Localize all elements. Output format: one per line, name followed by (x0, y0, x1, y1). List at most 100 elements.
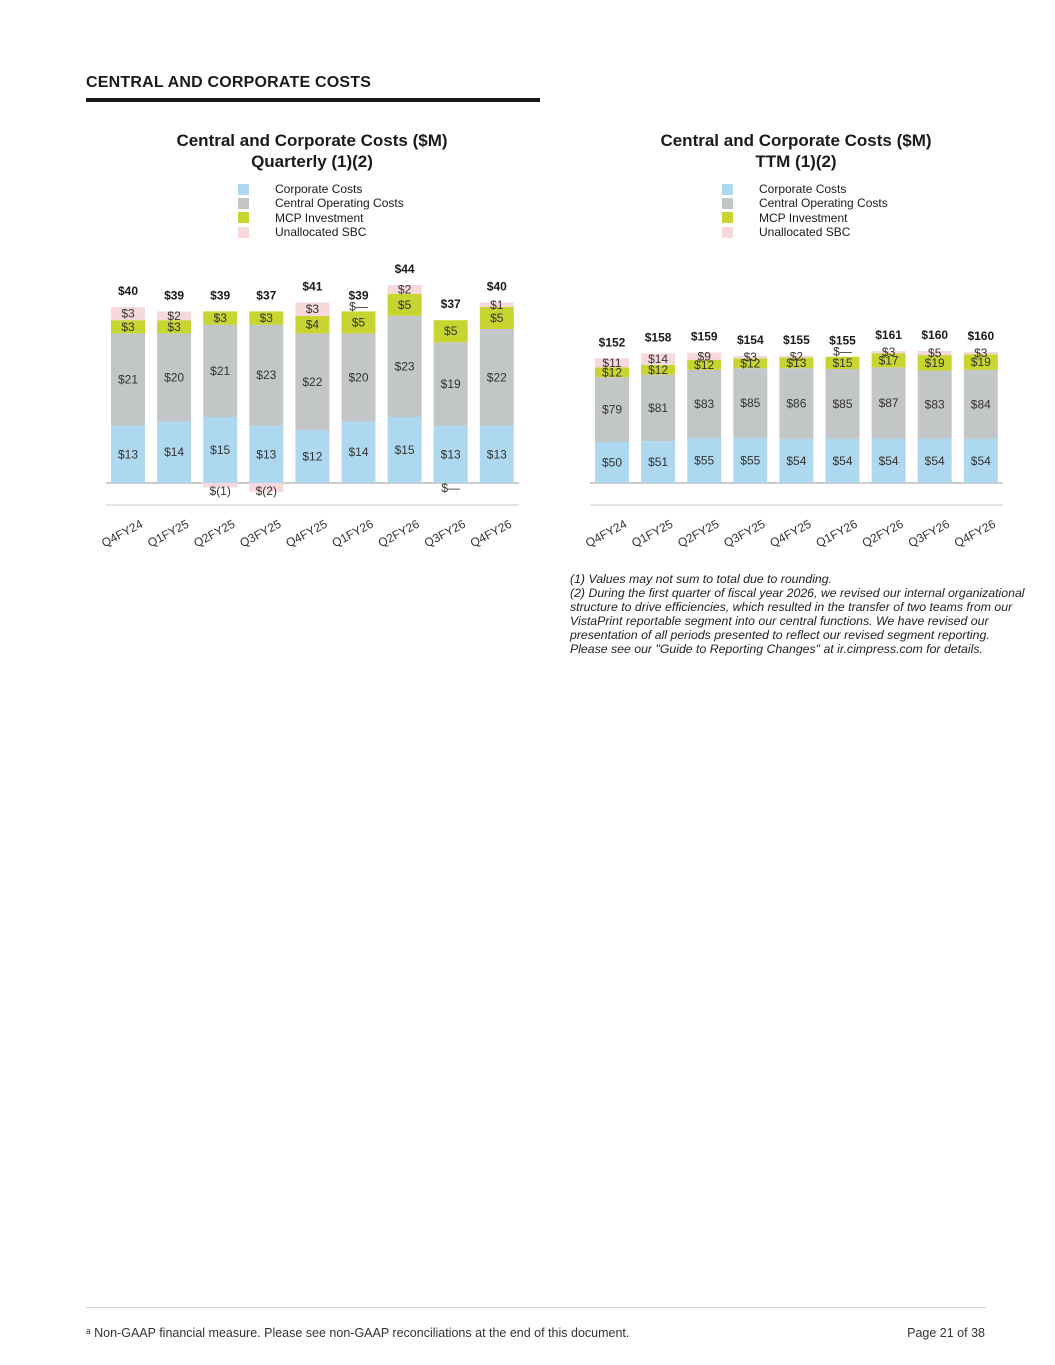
bar-mcp-Q3FY26 (433, 320, 468, 343)
ttm-chart-title: Central and Corporate Costs ($M) (660, 131, 932, 150)
bar-sbc-Q4FY24 (111, 307, 145, 321)
bar-central-Q4FY25 (779, 368, 814, 439)
bar-mcp-Q1FY25 (641, 364, 676, 375)
ttm-chart-legend: Corporate Costs Central Operating Costs … (722, 182, 888, 239)
value-label-central-Q2FY25: $21 (210, 364, 230, 378)
value-label-sbc-Q2FY26: $2 (398, 282, 412, 296)
value-label-sbc-Q4FY24: $11 (602, 356, 621, 370)
value-label-mcp-Q4FY24: $3 (121, 320, 135, 334)
value-label-mcp-Q1FY25: $3 (167, 320, 181, 334)
value-label-sbc-Q3FY26: $— (441, 481, 460, 495)
bar-central-Q1FY26 (825, 369, 860, 439)
footer-note: ᵃ Non-GAAP financial measure. Please see… (86, 1326, 630, 1340)
total-label-Q4FY25: $155 (783, 333, 810, 347)
value-label-sbc-Q1FY26: $— (349, 299, 368, 313)
bar-mcp-Q2FY26 (871, 353, 906, 368)
legend-item-corporate-costs: Corporate Costs (238, 182, 404, 196)
total-label-Q2FY25: $159 (691, 330, 718, 344)
value-label-central-Q1FY26: $20 (348, 370, 368, 384)
value-label-mcp-Q4FY25: $13 (786, 356, 806, 370)
value-label-mcp-Q1FY25: $12 (648, 363, 668, 377)
value-label-corporate-Q2FY26: $15 (395, 443, 415, 457)
value-label-corporate-Q4FY26: $54 (971, 454, 991, 468)
value-label-corporate-Q4FY24: $13 (118, 447, 138, 461)
total-label-Q4FY24: $152 (599, 335, 626, 349)
x-tick-label-Q2FY25: Q2FY25 (675, 517, 721, 550)
value-label-central-Q4FY25: $86 (786, 396, 806, 410)
total-label-Q1FY26: $39 (348, 288, 368, 302)
x-tick-label-Q3FY25: Q3FY25 (237, 517, 283, 550)
value-label-mcp-Q2FY26: $5 (398, 298, 412, 312)
total-label-Q3FY26: $160 (921, 328, 948, 342)
value-label-central-Q3FY25: $85 (740, 396, 760, 410)
bar-corporate-Q4FY24 (595, 442, 629, 483)
value-label-sbc-Q4FY25: $3 (306, 302, 320, 316)
footnote-2: (2) During the first quarter of fiscal y… (570, 586, 1025, 656)
value-label-central-Q2FY26: $23 (395, 359, 415, 373)
bar-corporate-Q4FY24 (111, 425, 145, 483)
bar-corporate-Q2FY25 (687, 437, 722, 483)
bar-central-Q2FY25 (687, 369, 722, 438)
bar-central-Q3FY25 (733, 368, 768, 438)
bar-mcp-Q2FY25 (203, 311, 238, 325)
bar-mcp-Q4FY25 (295, 315, 330, 334)
bar-corporate-Q1FY26 (825, 438, 860, 483)
x-tick-label-Q4FY25: Q4FY25 (768, 517, 814, 550)
legend-swatch-sbc (238, 226, 249, 238)
legend-item-unallocated-sbc: Unallocated SBC (722, 225, 888, 239)
bar-central-Q2FY26 (871, 367, 906, 439)
bar-sbc-Q3FY26 (917, 350, 952, 356)
value-label-sbc-Q2FY25: $(1) (210, 484, 231, 498)
footnote-1: (1) Values may not sum to total due to r… (570, 572, 833, 586)
bar-mcp-Q4FY24 (111, 320, 145, 334)
value-label-corporate-Q3FY25: $55 (740, 453, 760, 467)
x-tick-label-Q4FY26: Q4FY26 (952, 517, 998, 550)
bar-central-Q1FY26 (341, 333, 376, 422)
legend-label-mcp-investment: MCP Investment (759, 210, 848, 225)
bar-mcp-Q1FY25 (157, 320, 192, 334)
value-label-corporate-Q3FY25: $13 (256, 447, 276, 461)
ttm-chart-subtitle: TTM (1)(2) (755, 152, 837, 171)
value-label-central-Q2FY25: $83 (694, 397, 714, 411)
bar-sbc-Q2FY26 (871, 350, 906, 354)
value-label-central-Q3FY26: $19 (441, 377, 461, 391)
x-tick-label-Q2FY25: Q2FY25 (191, 517, 237, 550)
x-tick-label-Q1FY25: Q1FY25 (629, 517, 675, 550)
bar-central-Q2FY25 (203, 324, 238, 417)
bar-central-Q4FY26 (963, 369, 998, 439)
value-label-mcp-Q2FY25: $12 (694, 358, 714, 372)
value-label-corporate-Q2FY26: $54 (879, 454, 899, 468)
value-label-central-Q4FY26: $22 (487, 370, 507, 384)
legend-swatch-mcp (238, 212, 249, 224)
value-label-corporate-Q2FY25: $15 (210, 443, 230, 457)
x-tick-label-Q4FY24: Q4FY24 (583, 517, 629, 550)
bar-sbc-Q2FY25 (203, 483, 238, 488)
value-label-central-Q3FY26: $83 (925, 398, 945, 412)
value-label-sbc-Q3FY25: $3 (744, 350, 758, 364)
legend-item-mcp-investment: MCP Investment (238, 211, 404, 225)
bar-mcp-Q1FY26 (341, 311, 376, 334)
quarterly-chart-plot: $13$21$3$3$40Q4FY24$14$20$3$2$39Q1FY25$1… (99, 262, 519, 550)
bar-central-Q3FY26 (433, 342, 468, 426)
value-label-corporate-Q1FY25: $14 (164, 445, 184, 459)
legend-item-mcp-investment: MCP Investment (722, 211, 888, 225)
bar-sbc-Q4FY26 (479, 302, 514, 307)
legend-item-corporate-costs: Corporate Costs (722, 182, 888, 196)
value-label-sbc-Q2FY26: $3 (882, 345, 896, 359)
bar-sbc-Q3FY25 (733, 355, 768, 359)
legend-swatch-sbc (722, 226, 733, 238)
value-label-sbc-Q4FY26: $3 (974, 346, 988, 360)
bar-central-Q3FY25 (249, 324, 284, 426)
x-tick-label-Q2FY26: Q2FY26 (860, 517, 906, 550)
legend-label-corporate-costs: Corporate Costs (759, 182, 847, 196)
bar-central-Q4FY26 (479, 329, 514, 426)
footer-divider (86, 1307, 986, 1308)
x-tick-label-Q1FY26: Q1FY26 (330, 517, 376, 550)
quarterly-chart-legend: Corporate Costs Central Operating Costs … (238, 182, 404, 239)
bar-corporate-Q1FY25 (641, 441, 676, 483)
total-label-Q4FY24: $40 (118, 284, 138, 298)
value-label-mcp-Q4FY26: $19 (971, 355, 991, 369)
value-label-sbc-Q4FY24: $3 (121, 307, 135, 321)
bar-corporate-Q2FY25 (203, 417, 238, 483)
bar-corporate-Q3FY26 (917, 438, 952, 483)
